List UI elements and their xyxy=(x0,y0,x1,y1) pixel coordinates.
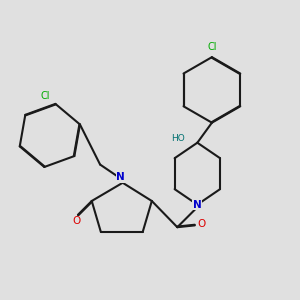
Text: N: N xyxy=(193,200,202,210)
Text: Cl: Cl xyxy=(40,91,50,101)
Text: O: O xyxy=(72,216,80,226)
Text: N: N xyxy=(116,172,125,182)
Text: O: O xyxy=(197,219,206,229)
Text: Cl: Cl xyxy=(207,42,217,52)
Text: HO: HO xyxy=(172,134,185,143)
